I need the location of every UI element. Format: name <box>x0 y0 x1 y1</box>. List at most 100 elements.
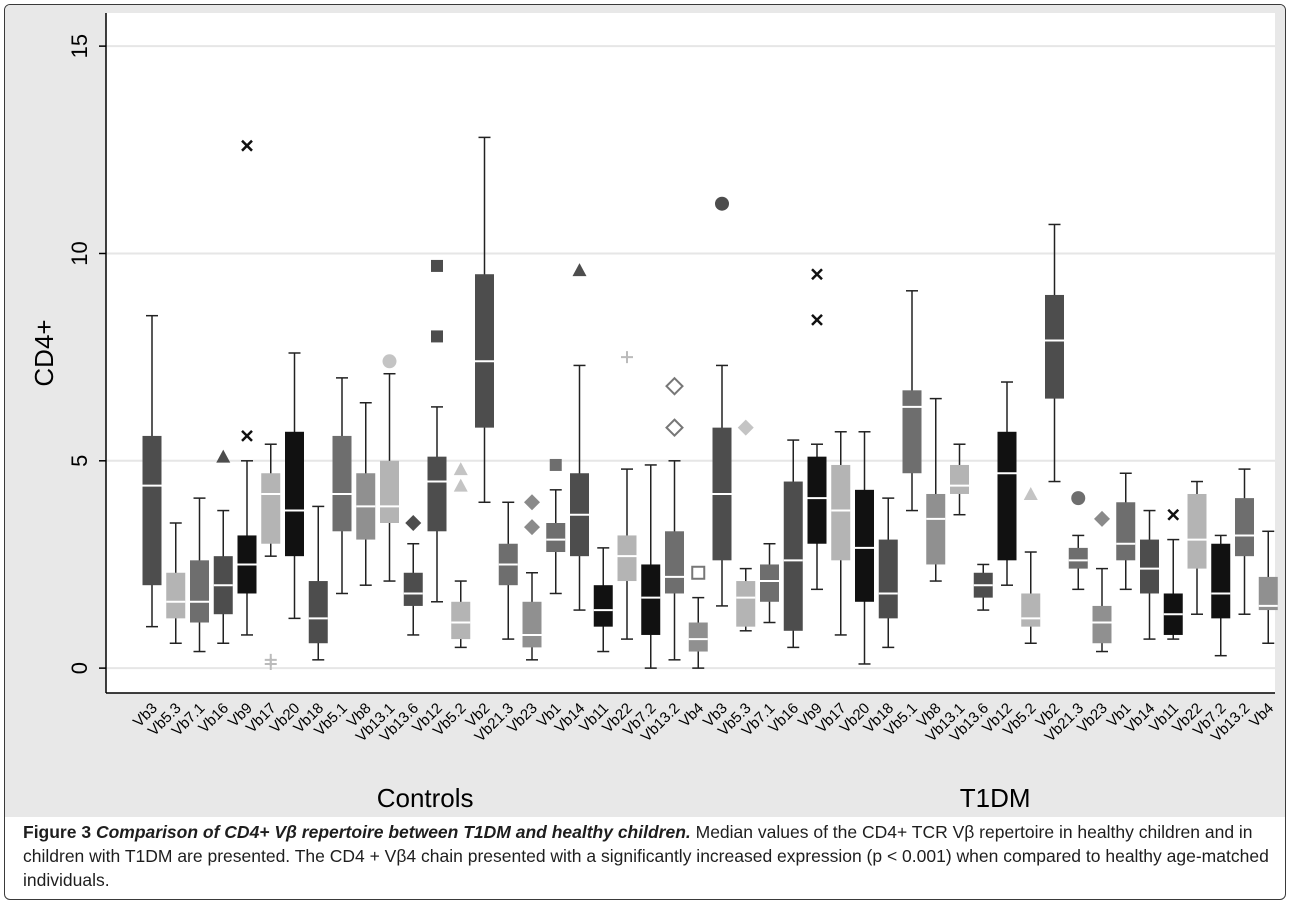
group-label-t1dm: T1DM <box>960 783 1031 813</box>
y-ticks: 0 5 10 15 <box>67 34 106 674</box>
box-t1dm-vb23 <box>1092 510 1112 653</box>
box-t1dm-vb20 <box>855 431 874 665</box>
iqr-box <box>926 493 946 565</box>
box-t1dm-vb17 <box>831 431 851 636</box>
box-controls-vb18 <box>308 505 328 661</box>
outlier-triangle <box>216 449 231 463</box>
group-label-controls: Controls <box>377 783 474 813</box>
iqr-box <box>1140 539 1159 594</box>
iqr-box <box>261 473 281 544</box>
outlier-plus <box>621 351 633 364</box>
y-axis-label: CD4+ <box>29 319 59 386</box>
box-controls-vb5-2 <box>451 462 471 649</box>
iqr-box <box>1092 605 1112 644</box>
figure-frame: 0 5 10 15 Vb3 Vb5.3 Vb7.1 Vb16 Vb9 Vb17 Vb20 Vb18 V… <box>4 4 1286 900</box>
box-t1dm-vb3 <box>712 196 732 607</box>
iqr-box <box>855 489 874 602</box>
box-t1dm-vb5-2 <box>1021 486 1041 644</box>
outlier-x <box>811 268 823 281</box>
box-t1dm-vb13-2 <box>1235 468 1254 615</box>
outlier-hollow-diamond <box>665 418 684 438</box>
box-controls-vb22 <box>617 351 637 640</box>
iqr-box <box>1116 502 1136 561</box>
iqr-box <box>593 585 613 627</box>
outlier-x <box>1167 508 1180 521</box>
y-tick-label: 15 <box>67 34 92 58</box>
iqr-box <box>783 481 803 631</box>
outlier-square <box>431 259 443 272</box>
iqr-box <box>308 581 328 644</box>
iqr-box <box>878 539 898 619</box>
box-t1dm-vb5-3 <box>736 419 756 632</box>
box-controls-vb17 <box>261 443 281 670</box>
box-t1dm-vb8 <box>926 397 946 582</box>
iqr-box <box>760 564 779 602</box>
outlier-hollow-square <box>691 565 706 580</box>
outlier-x <box>241 139 253 152</box>
iqr-box <box>285 431 304 557</box>
caption-text: Median values of the CD4+ TCR Vβ reperto… <box>23 822 1269 890</box>
box-t1dm-vb13-1 <box>950 443 969 516</box>
box-t1dm-vb1 <box>1116 472 1136 591</box>
outlier-diamond <box>524 494 540 511</box>
box-controls-vb16 <box>213 449 233 644</box>
outlier-x <box>811 313 823 326</box>
box-controls-vb13-2 <box>665 376 684 661</box>
box-controls-vb2 <box>475 136 494 504</box>
iqr-box <box>665 531 684 594</box>
box-controls-vb13-1 <box>380 354 399 582</box>
outlier-triangle <box>453 462 468 476</box>
outlier-square <box>431 330 443 343</box>
axes <box>105 13 1275 694</box>
iqr-box <box>1258 576 1278 611</box>
box-controls-vb21-3 <box>498 501 518 640</box>
iqr-box <box>1187 493 1207 569</box>
outlier-diamond <box>524 519 540 536</box>
box-controls-vb5-1 <box>332 377 352 595</box>
iqr-box <box>142 435 162 586</box>
box-t1dm-vb13-6 <box>973 563 993 611</box>
box-t1dm-vb12 <box>997 381 1017 586</box>
box-controls-vb13-6 <box>403 515 423 636</box>
box-t1dm-vb18 <box>878 497 898 649</box>
outlier-circle <box>1071 491 1086 506</box>
iqr-box <box>831 464 851 561</box>
iqr-box <box>1235 498 1254 557</box>
outlier-circle <box>382 354 397 369</box>
outlier-plus <box>264 653 277 666</box>
iqr-box <box>736 581 756 627</box>
iqr-box <box>950 464 969 494</box>
box-controls-vb4 <box>688 565 708 669</box>
box-controls-vb5-3 <box>166 522 186 644</box>
y-tick-label: 5 <box>67 455 92 467</box>
iqr-box <box>1021 593 1041 627</box>
box-t1dm-vb5-1 <box>902 290 922 512</box>
y-tick-label: 0 <box>67 662 92 674</box>
box-t1dm-vb16 <box>783 439 803 649</box>
iqr-box <box>166 572 186 619</box>
box-controls-vb1 <box>546 458 566 595</box>
box-controls-vb11 <box>593 547 613 653</box>
iqr-box <box>427 456 447 532</box>
box-t1dm-vb22 <box>1187 480 1207 615</box>
iqr-box <box>475 274 494 428</box>
box-t1dm-vb7-2 <box>1211 534 1231 657</box>
iqr-box <box>403 572 423 606</box>
box-controls-vb14 <box>570 263 589 611</box>
caption-figure-label: Figure 3 <box>23 822 92 842</box>
iqr-box <box>451 601 471 640</box>
y-tick-label: 10 <box>67 241 92 265</box>
iqr-box <box>617 535 637 582</box>
outlier-hollow-diamond <box>665 376 684 396</box>
outlier-triangle <box>572 263 587 277</box>
box-controls-vb20 <box>285 352 304 620</box>
box-t1dm-vb11 <box>1163 508 1183 640</box>
outlier-triangle <box>453 478 468 492</box>
outlier-square <box>549 458 562 471</box>
box-layer <box>142 136 1278 670</box>
box-controls-vb8 <box>356 402 376 586</box>
box-t1dm-vb21-3 <box>1068 491 1088 591</box>
iqr-box <box>332 435 352 532</box>
box-t1dm-vb9 <box>807 268 827 591</box>
